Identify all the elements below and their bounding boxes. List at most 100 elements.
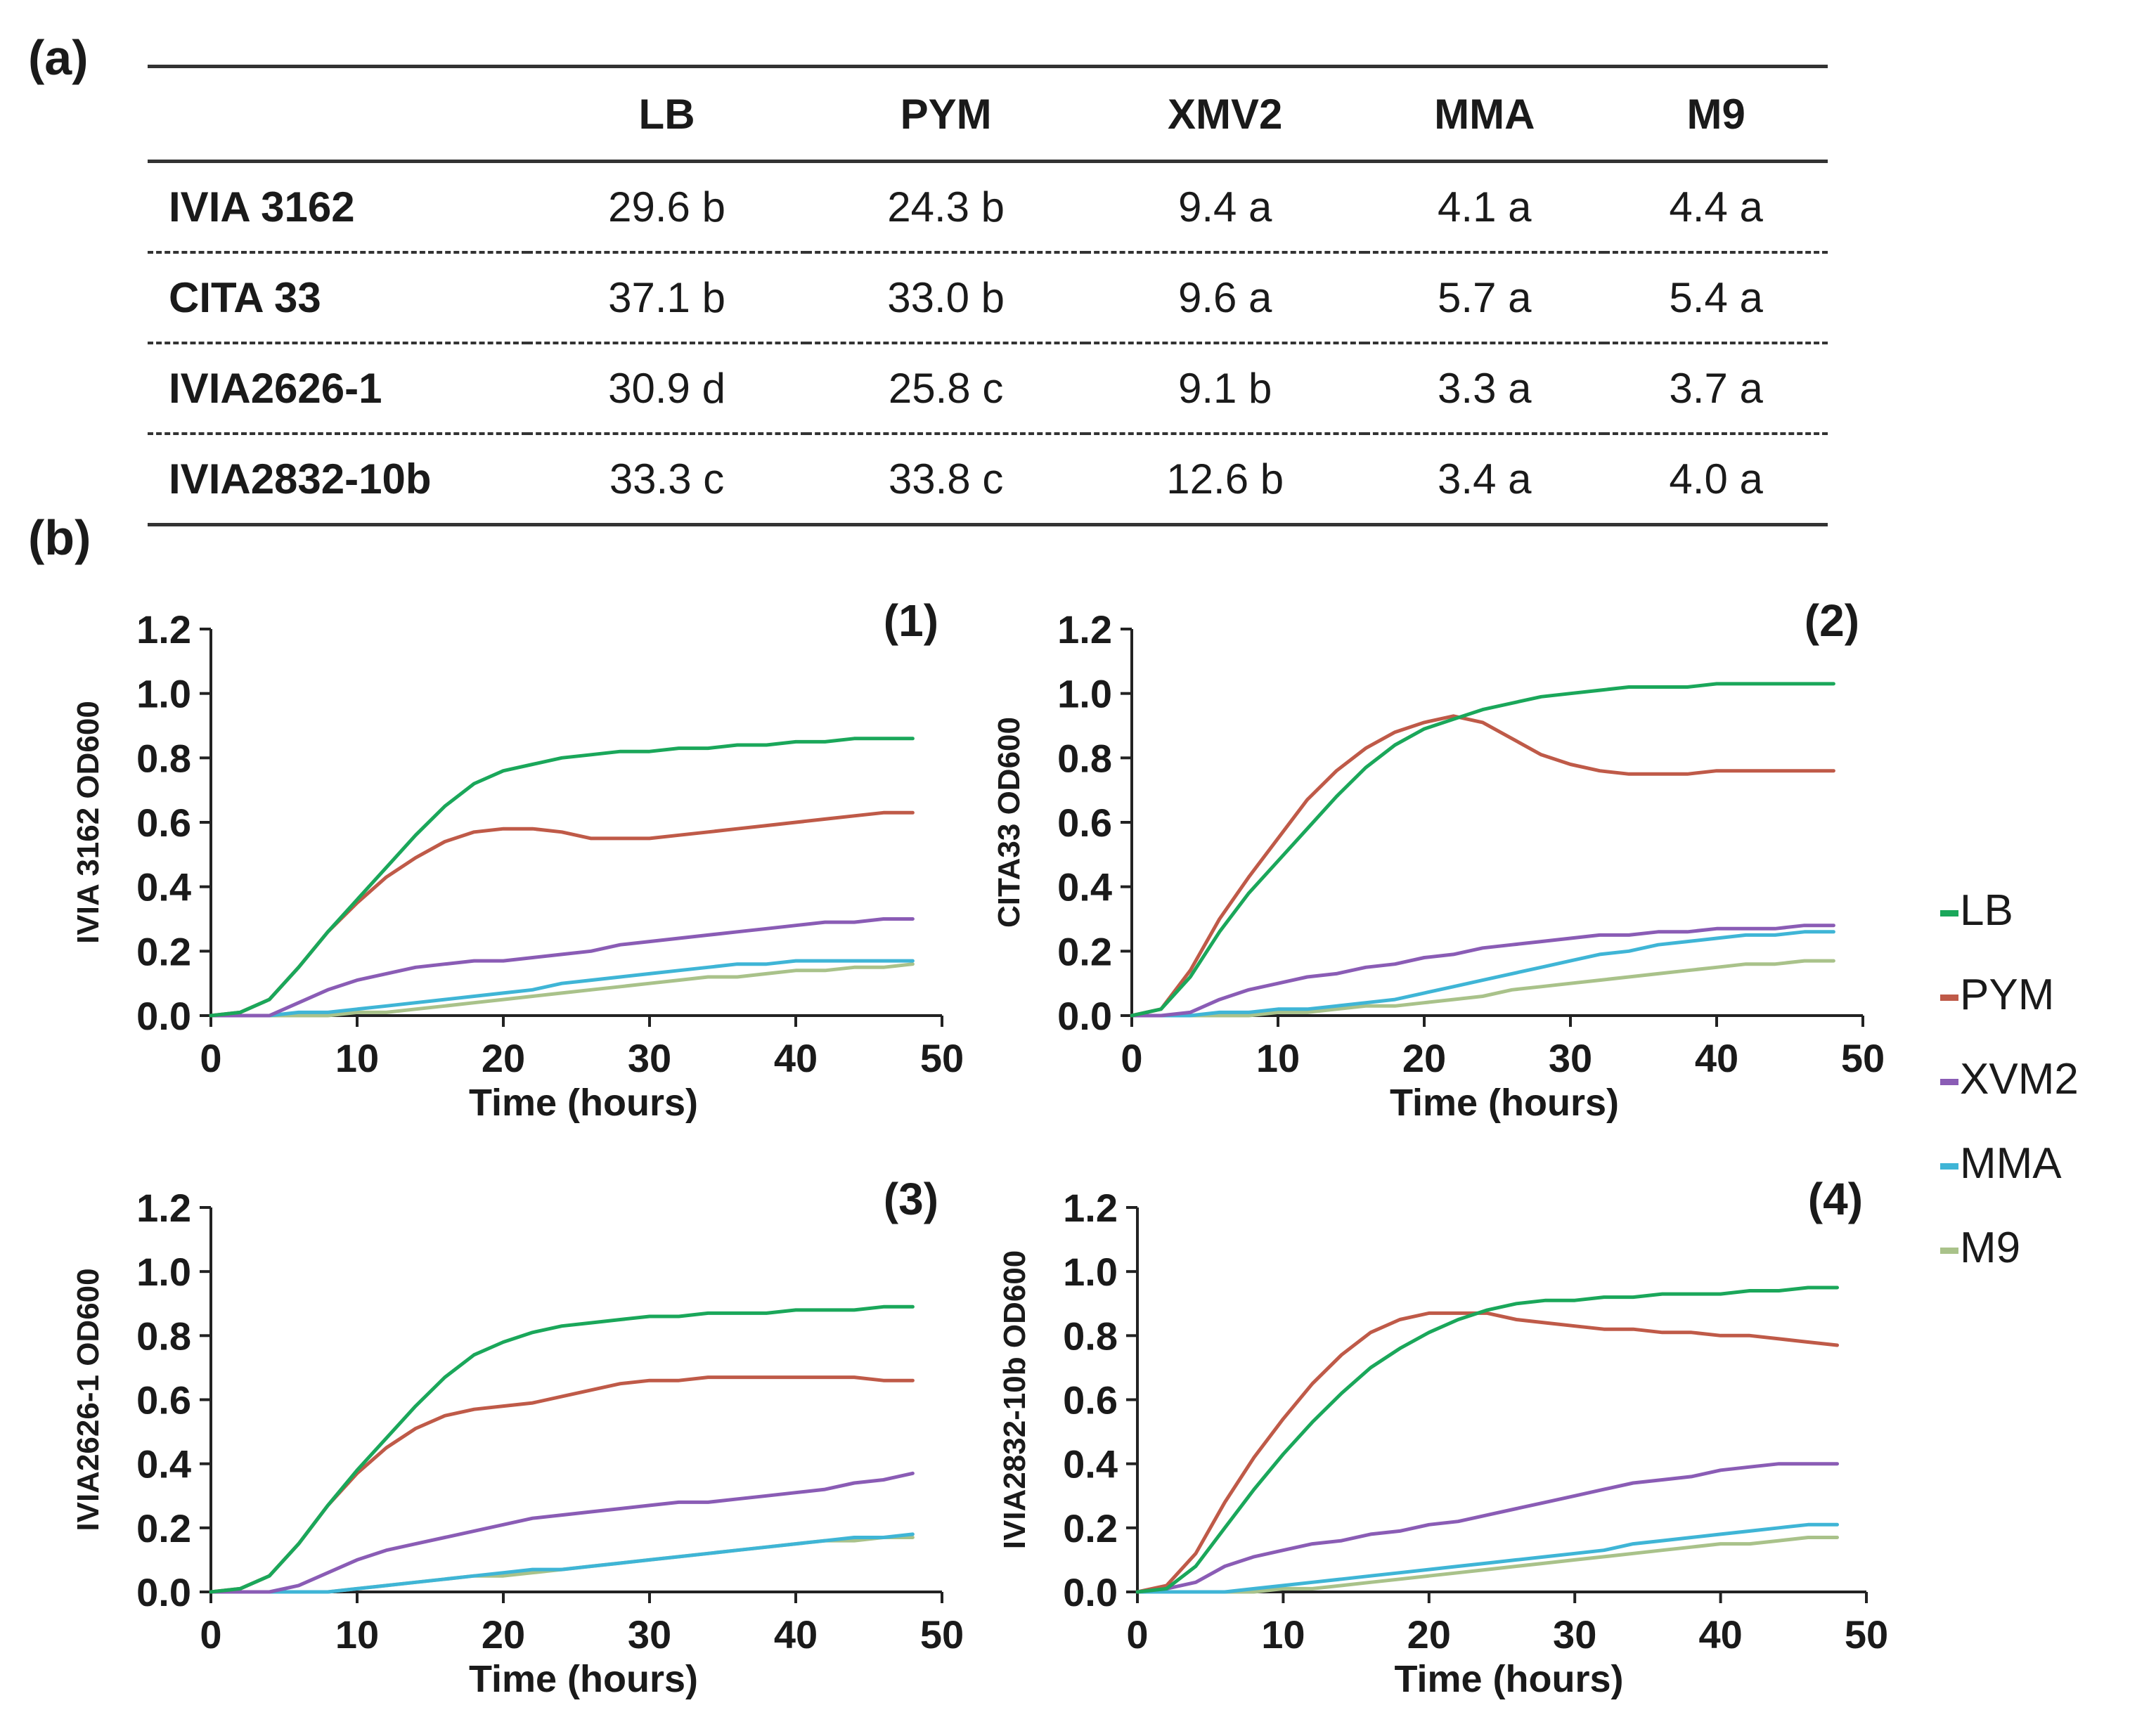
- x-tick-label: 0: [200, 1036, 221, 1080]
- panel-number: (4): [1808, 1174, 1863, 1224]
- series-line-mma: [1130, 930, 1835, 1018]
- table-cell: 4.0 a: [1669, 455, 1763, 503]
- legend-label: MMA: [1960, 1139, 2062, 1188]
- x-axis-label: Time (hours): [1394, 1658, 1623, 1700]
- y-tick-label: 0.0: [136, 1570, 191, 1614]
- x-tick-label: 10: [1256, 1036, 1300, 1080]
- table-header-row: LB PYM XMV2 MMA M9: [148, 66, 1828, 162]
- x-tick-label: 20: [482, 1612, 525, 1657]
- series-line-mma: [1135, 1522, 1839, 1594]
- table-cell: 4.4 a: [1669, 183, 1763, 231]
- y-axis-label: IVIA2832-10b OD600: [998, 1250, 1032, 1550]
- table-cell: 9.1 b: [1177, 365, 1272, 412]
- column-header: M9: [1686, 90, 1745, 138]
- y-tick-label: 0.4: [136, 1442, 191, 1486]
- y-tick-label: 0.4: [1057, 865, 1112, 909]
- x-tick-label: 30: [628, 1612, 671, 1657]
- table-row: IVIA2626-1 30.9 d 25.8 c 9.1 b 3.3 a 3.7…: [148, 343, 1828, 434]
- strain-name: CITA 33: [169, 274, 321, 321]
- x-tick-label: 40: [774, 1036, 818, 1080]
- x-tick-label: 0: [1126, 1612, 1148, 1657]
- y-tick-label: 0.6: [1063, 1378, 1118, 1423]
- x-axis-label: Time (hours): [469, 1658, 698, 1700]
- table-cell: 29.6 b: [608, 183, 725, 231]
- y-tick-label: 0.4: [136, 865, 191, 909]
- table-cell: 37.1 b: [608, 274, 725, 321]
- x-tick-label: 30: [628, 1036, 671, 1080]
- series-line-lb: [209, 1304, 915, 1594]
- series-line-lb: [1135, 1285, 1839, 1594]
- column-header: LB: [638, 90, 695, 138]
- x-tick-label: 40: [1695, 1036, 1738, 1080]
- series-line-xvm2: [209, 1471, 915, 1594]
- y-tick-label: 1.2: [1063, 1186, 1118, 1230]
- column-header: XMV2: [1168, 90, 1283, 138]
- table-cell: 24.3 b: [887, 183, 1005, 231]
- strain-name: IVIA2832-10b: [169, 455, 432, 503]
- legend-item-pym: PYM: [1940, 970, 2054, 1026]
- table-cell: 25.8 c: [888, 365, 1004, 412]
- strain-name: IVIA 3162: [169, 183, 355, 231]
- legend-item-m9: M9: [1940, 1223, 2020, 1279]
- table-cell: 33.3 c: [609, 455, 725, 503]
- y-tick-label: 1.0: [1057, 672, 1112, 716]
- y-tick-label: 0.2: [1063, 1506, 1118, 1550]
- y-tick-label: 0.8: [1063, 1314, 1118, 1358]
- y-axis-label: IVIA2626-1 OD600: [71, 1268, 105, 1531]
- series-line-lb: [1130, 682, 1835, 1018]
- series-line-xvm2: [1130, 924, 1835, 1018]
- panel-a-label: (a): [28, 30, 89, 85]
- y-tick-label: 1.2: [136, 1186, 191, 1230]
- x-axis-label: Time (hours): [1390, 1082, 1619, 1124]
- table-cell: 33.0 b: [887, 274, 1005, 321]
- growth-chart-2: 0.0 0.2 0.4 0.6 0.8 1.0 1.2 0 10 20 30 40 50 Time (ho…: [992, 595, 1885, 1124]
- series-line-m9: [1135, 1536, 1839, 1594]
- series-line-pym: [1135, 1311, 1839, 1594]
- table-row: IVIA2832-10b 33.3 c 33.8 c 12.6 b 3.4 a …: [148, 434, 1828, 525]
- legend-label: LB: [1960, 886, 2013, 935]
- legend-swatch: [1940, 995, 1958, 1002]
- x-tick-label: 50: [1845, 1612, 1888, 1657]
- x-tick-label: 10: [335, 1036, 379, 1080]
- y-tick-label: 0.0: [136, 994, 191, 1038]
- panel-b-label: (b): [28, 510, 91, 565]
- y-tick-label: 0.8: [136, 736, 191, 780]
- series-line-xvm2: [1135, 1462, 1839, 1594]
- x-axis-label: Time (hours): [469, 1082, 698, 1124]
- x-tick-label: 20: [482, 1036, 525, 1080]
- growth-chart-3: 0.0 0.2 0.4 0.6 0.8 1.0 1.2 0 10 20 30 40 50 Time (ho…: [71, 1174, 964, 1700]
- x-tick-label: 40: [774, 1612, 818, 1657]
- legend-item-xvm2: XVM2: [1940, 1054, 2079, 1110]
- series-line-mma: [209, 959, 915, 1018]
- legend-label: PYM: [1960, 971, 2055, 1019]
- growth-rate-table: LB PYM XMV2 MMA M9 IVIA 3162 29.6 b 24.3…: [148, 65, 1828, 526]
- x-tick-label: 40: [1698, 1612, 1742, 1657]
- legend-swatch: [1940, 1163, 1958, 1170]
- x-tick-label: 20: [1407, 1612, 1451, 1657]
- y-axis-label: IVIA 3162 OD600: [71, 701, 105, 944]
- series-line-mma: [209, 1532, 915, 1594]
- table-cell: 33.8 c: [888, 455, 1004, 503]
- table-cell: 9.4 a: [1177, 183, 1272, 231]
- y-tick-label: 1.2: [1057, 607, 1112, 652]
- y-tick-label: 1.0: [136, 1250, 191, 1294]
- x-tick-label: 50: [1841, 1036, 1885, 1080]
- growth-chart-1: 0.0 0.2 0.4 0.6 0.8 1.0 1.2 0 10 20 30 40 50 Time (ho…: [71, 595, 964, 1124]
- y-tick-label: 1.0: [136, 672, 191, 716]
- table-cell: 5.4 a: [1669, 274, 1763, 321]
- table-row: IVIA 3162 29.6 b 24.3 b 9.4 a 4.1 a 4.4 …: [148, 162, 1828, 252]
- series-line-xvm2: [209, 917, 915, 1018]
- legend-label: XVM2: [1960, 1055, 2079, 1103]
- table-cell: 4.1 a: [1438, 183, 1532, 231]
- panel-number: (2): [1805, 595, 1859, 646]
- table-cell: 30.9 d: [608, 365, 725, 412]
- y-tick-label: 0.4: [1063, 1442, 1118, 1486]
- series-line-lb: [209, 737, 915, 1018]
- y-tick-label: 1.0: [1063, 1250, 1118, 1294]
- x-tick-label: 50: [920, 1612, 964, 1657]
- x-tick-label: 20: [1402, 1036, 1446, 1080]
- series-line-m9: [209, 962, 915, 1018]
- series-line-pym: [209, 1375, 915, 1594]
